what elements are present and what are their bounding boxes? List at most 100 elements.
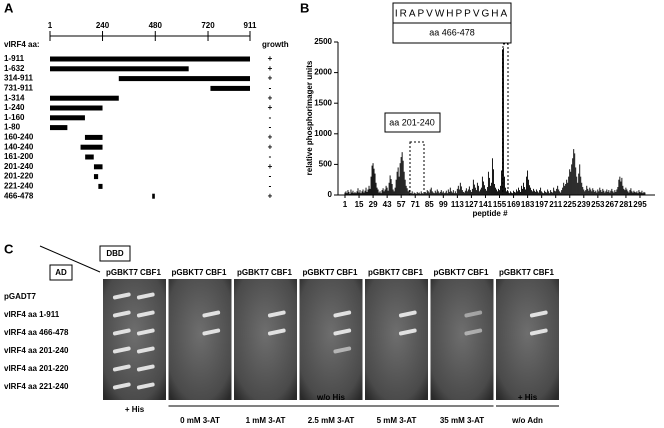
row-label: vIRF4 aa 466-478 xyxy=(4,328,69,337)
x-tick-label: 127 xyxy=(465,200,479,209)
bar xyxy=(561,190,563,195)
growth: + xyxy=(268,133,273,142)
bar xyxy=(515,192,516,195)
bar xyxy=(501,170,502,195)
growth: + xyxy=(268,54,273,63)
bar xyxy=(352,190,354,195)
bar xyxy=(630,188,632,195)
bar xyxy=(511,192,512,195)
bar xyxy=(594,191,596,195)
bar xyxy=(592,188,594,195)
bar xyxy=(463,192,465,195)
bar xyxy=(431,191,433,195)
y-tick-label: 0 xyxy=(328,190,333,199)
panel-letter: C xyxy=(4,241,14,256)
column-header: CBF1 xyxy=(140,268,161,277)
plate xyxy=(496,279,559,400)
bar xyxy=(539,190,541,195)
bar xyxy=(585,190,587,195)
bar xyxy=(460,186,462,195)
growth: + xyxy=(268,191,273,200)
sequence: IRAPVWHPPVGHA xyxy=(395,9,509,20)
construct-bar xyxy=(50,115,85,121)
bar xyxy=(545,191,547,195)
bar xyxy=(359,190,361,195)
scale-tick-label: 1 xyxy=(48,21,53,30)
bar xyxy=(558,189,560,195)
row-header: vIRF4 aa: xyxy=(4,40,40,49)
bar xyxy=(582,187,584,195)
growth: - xyxy=(269,172,272,181)
column-header: CBF1 xyxy=(271,268,292,277)
dbd-box xyxy=(99,245,131,262)
x-tick-label: 43 xyxy=(383,200,392,209)
bar xyxy=(433,193,435,195)
bar xyxy=(499,190,500,195)
dotted-box xyxy=(502,43,509,196)
bar xyxy=(483,185,485,195)
bar xyxy=(641,190,643,195)
bar xyxy=(392,189,394,195)
bar xyxy=(510,191,511,195)
column-header: pGBKT7 xyxy=(434,268,467,277)
bar xyxy=(452,190,454,195)
scale-tick-label: 911 xyxy=(244,21,257,30)
bar xyxy=(620,181,622,195)
construct-bar xyxy=(50,56,250,62)
bar xyxy=(368,185,370,195)
panel-c: C DBD AD pGADT7 vIRF4 aa 1-911 vIRF4 aa 46… xyxy=(4,241,559,425)
bar xyxy=(427,191,429,195)
bar xyxy=(467,189,469,195)
scale-tick-label: 240 xyxy=(96,21,110,30)
bar xyxy=(601,191,603,195)
bar xyxy=(428,192,430,195)
construct-bar xyxy=(93,164,103,170)
bar xyxy=(516,189,517,195)
bar xyxy=(513,190,514,195)
bar xyxy=(517,191,518,195)
bar xyxy=(575,167,577,195)
construct-bar xyxy=(50,125,68,131)
bar xyxy=(523,182,524,195)
bar xyxy=(466,191,468,195)
growth: + xyxy=(268,103,273,112)
bar xyxy=(481,176,483,195)
bar xyxy=(480,187,482,195)
bar xyxy=(556,188,558,195)
bar xyxy=(634,191,636,195)
plate xyxy=(234,279,297,400)
bar xyxy=(588,190,590,195)
bar xyxy=(580,176,582,195)
bar xyxy=(555,191,557,195)
construct-label: 160-240 xyxy=(4,133,34,142)
bar xyxy=(492,169,494,195)
colony xyxy=(136,328,155,336)
colony xyxy=(464,328,483,336)
bar xyxy=(635,192,637,195)
growth: + xyxy=(268,93,273,102)
bar xyxy=(631,191,633,195)
x-tick-label: 253 xyxy=(591,200,605,209)
construct-bar xyxy=(118,76,251,82)
bar xyxy=(535,191,537,195)
x-tick-label: 141 xyxy=(479,200,493,209)
colony xyxy=(136,346,155,354)
bar xyxy=(616,189,618,195)
plate xyxy=(365,279,428,400)
colony xyxy=(529,310,548,318)
bar xyxy=(412,193,414,195)
bar xyxy=(521,185,522,195)
bar xyxy=(409,192,411,195)
y-tick-label: 500 xyxy=(319,160,333,169)
bar xyxy=(394,187,396,195)
construct-label: 161-200 xyxy=(4,152,34,161)
row-label: vIRF4 aa 201-220 xyxy=(4,364,69,373)
bar xyxy=(442,191,444,195)
colony xyxy=(112,310,131,318)
growth: + xyxy=(268,162,273,171)
bar xyxy=(408,190,410,195)
bar xyxy=(530,187,532,195)
colony xyxy=(136,310,155,318)
dbd: DBD xyxy=(106,249,124,258)
